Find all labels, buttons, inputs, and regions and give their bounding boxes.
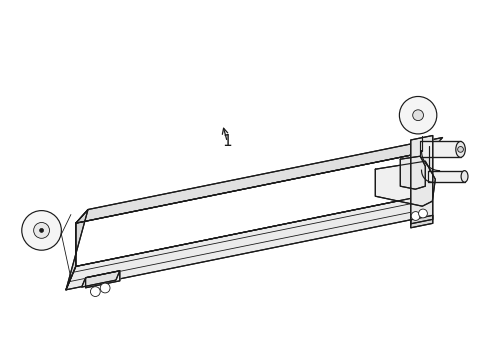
- Circle shape: [418, 209, 427, 218]
- Polygon shape: [85, 271, 120, 288]
- Circle shape: [40, 229, 43, 233]
- Circle shape: [412, 110, 423, 121]
- Ellipse shape: [460, 171, 467, 182]
- Polygon shape: [419, 141, 460, 157]
- Polygon shape: [427, 171, 464, 182]
- Polygon shape: [375, 161, 434, 206]
- Polygon shape: [410, 135, 432, 224]
- Polygon shape: [400, 156, 425, 189]
- Circle shape: [100, 283, 110, 293]
- Circle shape: [410, 212, 419, 220]
- Circle shape: [22, 211, 61, 250]
- Circle shape: [399, 96, 436, 134]
- Circle shape: [90, 287, 100, 297]
- Circle shape: [457, 147, 463, 152]
- Polygon shape: [76, 151, 429, 266]
- Polygon shape: [66, 210, 88, 290]
- Circle shape: [34, 222, 49, 238]
- Polygon shape: [76, 138, 442, 223]
- Polygon shape: [81, 271, 120, 287]
- Polygon shape: [410, 215, 432, 228]
- Text: 1: 1: [222, 134, 232, 149]
- Ellipse shape: [455, 141, 465, 157]
- Polygon shape: [66, 194, 429, 290]
